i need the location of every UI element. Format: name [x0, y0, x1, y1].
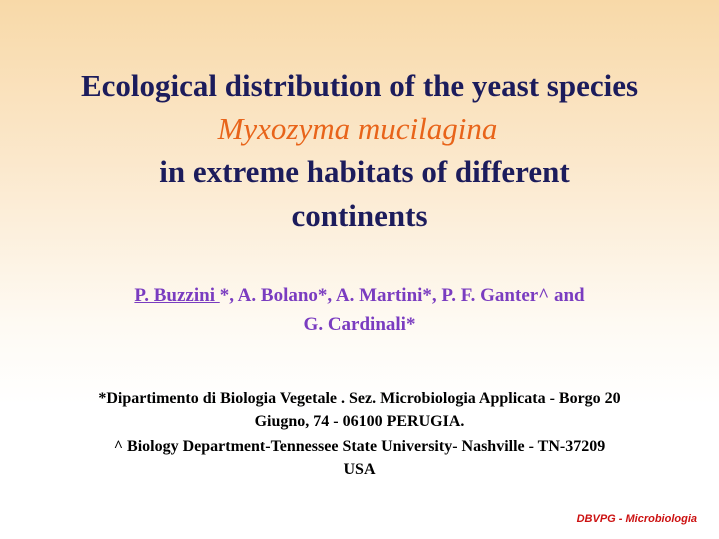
- title-line: continents: [291, 198, 428, 233]
- first-author: P. Buzzini: [134, 285, 220, 306]
- title-line: in extreme habitats of different: [159, 154, 570, 189]
- affiliation-line: ^ Biology Department-Tennessee State Uni…: [113, 438, 606, 455]
- authors-rest: *, A. Bolano*, A. Martini*, P. F. Ganter…: [219, 285, 585, 306]
- authors-line: G. Cardinali*: [303, 314, 416, 335]
- affiliation-line: *Dipartimento di Biologia Vegetale . Sez…: [98, 390, 621, 407]
- title-line: Ecological distribution of the yeast spe…: [80, 68, 639, 103]
- title-species: Myxozyma mucilagina: [217, 111, 498, 146]
- authors-line: P. Buzzini *, A. Bolano*, A. Martini*, P…: [0, 285, 719, 307]
- footer: DBVPG - Microbiologia: [576, 513, 697, 525]
- affiliation-line: USA: [343, 461, 376, 478]
- affiliation-line: Giugno, 74 - 06100 PERUGIA.: [254, 413, 465, 430]
